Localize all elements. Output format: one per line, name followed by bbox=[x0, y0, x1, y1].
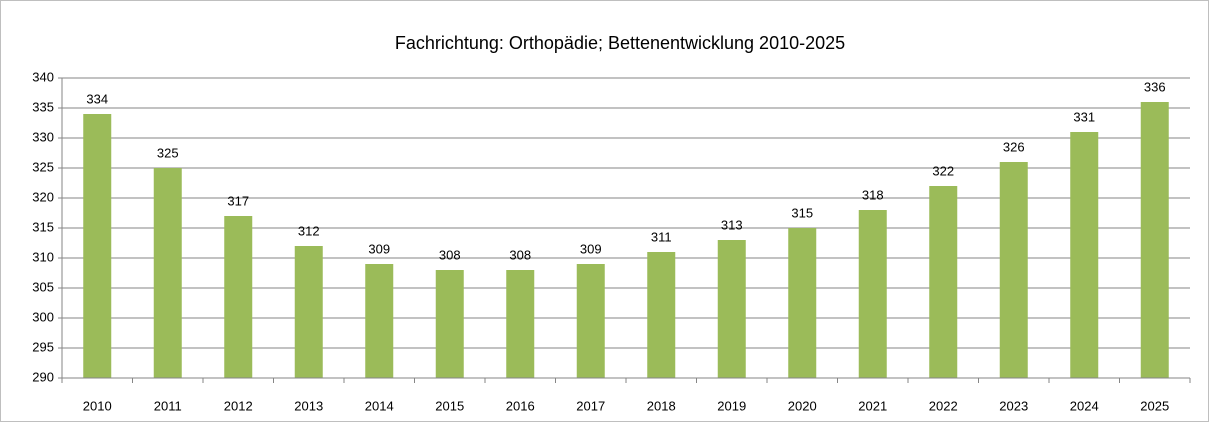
data-label: 325 bbox=[157, 145, 179, 160]
data-label: 309 bbox=[368, 241, 390, 256]
bar bbox=[294, 246, 323, 378]
bar bbox=[717, 240, 746, 378]
y-tick-label: 325 bbox=[32, 159, 54, 174]
x-tick-label: 2024 bbox=[1070, 398, 1099, 413]
x-tick-label: 2019 bbox=[717, 398, 746, 413]
x-tick-label: 2021 bbox=[858, 398, 887, 413]
y-tick-label: 330 bbox=[32, 129, 54, 144]
data-label: 313 bbox=[721, 217, 743, 232]
data-label: 326 bbox=[1003, 139, 1025, 154]
bar bbox=[1070, 132, 1099, 378]
x-tick-label: 2012 bbox=[224, 398, 253, 413]
data-label: 309 bbox=[580, 241, 602, 256]
bar bbox=[576, 264, 605, 378]
bar bbox=[858, 210, 887, 378]
y-tick-label: 335 bbox=[32, 99, 54, 114]
x-tick-label: 2018 bbox=[647, 398, 676, 413]
bar bbox=[999, 162, 1028, 378]
x-tick-label: 2020 bbox=[788, 398, 817, 413]
data-label: 331 bbox=[1073, 109, 1095, 124]
y-tick-label: 340 bbox=[32, 69, 54, 84]
x-tick-label: 2013 bbox=[294, 398, 323, 413]
y-tick-label: 300 bbox=[32, 309, 54, 324]
data-label: 336 bbox=[1144, 79, 1166, 94]
x-tick-label: 2025 bbox=[1140, 398, 1169, 413]
data-label: 315 bbox=[791, 205, 813, 220]
bar bbox=[224, 216, 253, 378]
data-label: 317 bbox=[227, 193, 249, 208]
y-tick-label: 320 bbox=[32, 189, 54, 204]
x-tick-label: 2010 bbox=[83, 398, 112, 413]
x-tick-label: 2022 bbox=[929, 398, 958, 413]
data-label: 322 bbox=[932, 163, 954, 178]
y-tick-label: 315 bbox=[32, 219, 54, 234]
data-label: 318 bbox=[862, 187, 884, 202]
bar bbox=[1140, 102, 1169, 378]
bar bbox=[435, 270, 464, 378]
data-label: 312 bbox=[298, 223, 320, 238]
y-tick-label: 310 bbox=[32, 249, 54, 264]
bar bbox=[506, 270, 535, 378]
x-tick-label: 2016 bbox=[506, 398, 535, 413]
data-label: 308 bbox=[439, 247, 461, 262]
bar bbox=[83, 114, 112, 378]
bar bbox=[647, 252, 676, 378]
x-tick-label: 2015 bbox=[435, 398, 464, 413]
x-tick-label: 2014 bbox=[365, 398, 394, 413]
bar bbox=[153, 168, 182, 378]
data-label: 311 bbox=[651, 229, 672, 244]
data-label: 308 bbox=[509, 247, 531, 262]
bar bbox=[788, 228, 817, 378]
bar bbox=[365, 264, 394, 378]
y-tick-label: 305 bbox=[32, 279, 54, 294]
y-tick-label: 295 bbox=[32, 339, 54, 354]
x-tick-label: 2011 bbox=[154, 398, 182, 413]
chart-title: Fachrichtung: Orthopädie; Bettenentwickl… bbox=[395, 33, 845, 53]
data-label: 334 bbox=[86, 91, 108, 106]
bar bbox=[929, 186, 958, 378]
y-tick-label: 290 bbox=[32, 369, 54, 384]
x-tick-label: 2023 bbox=[999, 398, 1028, 413]
x-tick-label: 2017 bbox=[576, 398, 605, 413]
